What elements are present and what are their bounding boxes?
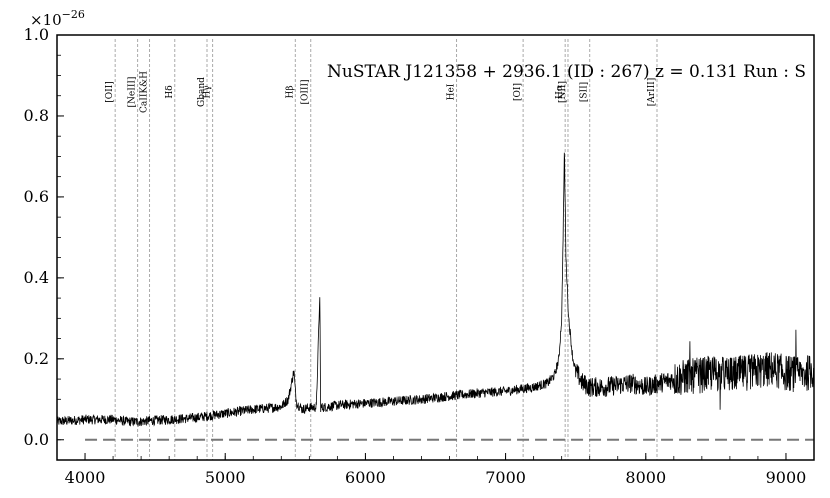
emission-line-label: Hβ: [285, 85, 295, 98]
x-tick-label: 4000: [65, 468, 106, 487]
x-tick-label: 7000: [485, 468, 526, 487]
x-tick-label: 5000: [205, 468, 246, 487]
spectrum-line: [56, 152, 815, 427]
emission-line-label: HeI: [447, 83, 457, 100]
spectrum-series: [56, 152, 815, 427]
plot-frame: [56, 34, 815, 461]
emission-line-label: [NeIII]: [128, 77, 138, 108]
x-tick-label: 8000: [625, 468, 666, 487]
emission-line-label: Gband: [197, 77, 207, 107]
emission-line-label: Hδ: [165, 85, 175, 98]
chart-title: NuSTAR J121358 + 2936.1 (ID : 267) z = 0…: [327, 62, 806, 82]
emission-line-label: [OII]: [105, 81, 115, 103]
y-tick-label: 0.4: [24, 268, 49, 287]
emission-line-label: [OI]: [513, 83, 523, 101]
y-exponent-label: ×10−26: [30, 8, 85, 29]
emission-line-label: [OIII]: [301, 79, 311, 104]
y-tick-label: 0.0: [24, 430, 49, 449]
x-axis: 4000 5000 6000 7000 8000 9000: [56, 453, 815, 487]
y-axis: 0.0 0.2 0.4 0.6 0.8 1.0: [24, 25, 64, 449]
emission-line-label: Hα: [555, 85, 565, 99]
emission-line-label: [NII]: [558, 81, 568, 103]
emission-line-label: CaIIK&H: [140, 71, 150, 113]
y-exponent-power: −26: [62, 8, 85, 21]
emission-line-label: [ArIII]: [647, 78, 657, 107]
y-tick-label: 0.8: [24, 106, 49, 125]
y-tick-label: 0.2: [24, 349, 49, 368]
emission-line-label: Hγ: [203, 85, 213, 98]
y-exponent-base: ×10: [30, 11, 62, 29]
y-tick-label: 0.6: [24, 187, 49, 206]
y-tick-label: 1.0: [24, 25, 49, 44]
x-tick-label: 9000: [766, 468, 807, 487]
emission-line-label: [SII]: [580, 82, 590, 102]
x-tick-label: 6000: [345, 468, 386, 487]
